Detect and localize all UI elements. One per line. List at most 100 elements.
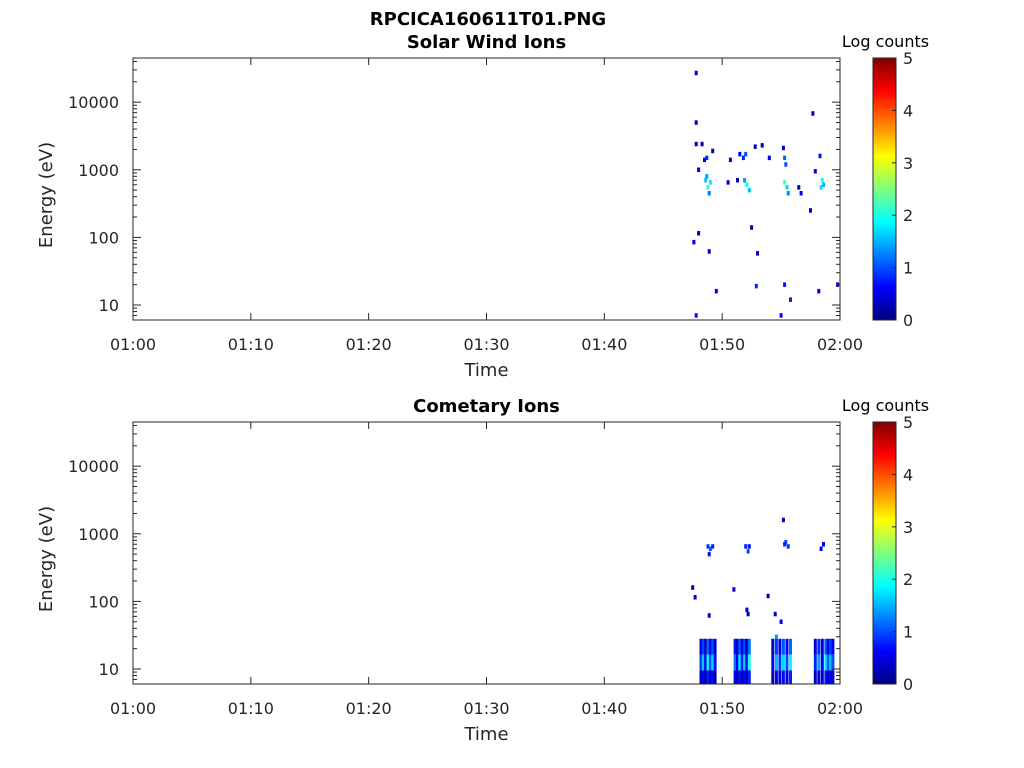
data-cell bbox=[738, 638, 742, 655]
data-cell bbox=[819, 185, 823, 190]
data-cell bbox=[745, 638, 749, 655]
data-cell bbox=[778, 670, 782, 684]
data-cell bbox=[736, 654, 739, 671]
data-cell bbox=[817, 654, 821, 671]
data-cell bbox=[820, 638, 824, 655]
y-tick-label: 10000 bbox=[68, 457, 119, 476]
data-cell bbox=[733, 638, 737, 655]
data-cell bbox=[707, 551, 711, 557]
data-cell bbox=[746, 611, 750, 617]
data-cell bbox=[692, 239, 696, 245]
data-cell bbox=[740, 654, 744, 671]
data-cell bbox=[786, 544, 790, 549]
colorbar-label: Log counts bbox=[842, 32, 929, 51]
y-tick-label: 1000 bbox=[78, 161, 119, 180]
data-cell bbox=[774, 670, 778, 684]
data-cell bbox=[829, 670, 833, 684]
panel-title: Solar Wind Ions bbox=[407, 32, 566, 53]
data-cell bbox=[706, 185, 710, 190]
data-cell bbox=[738, 151, 742, 157]
data-cell bbox=[781, 670, 785, 684]
figure-title: RPCICA160611T01.PNG bbox=[370, 9, 606, 30]
y-axis-label: Energy (eV) bbox=[36, 506, 57, 612]
y-tick-label: 10000 bbox=[68, 93, 119, 112]
data-cell bbox=[820, 670, 824, 684]
data-cell bbox=[767, 155, 771, 161]
data-cell bbox=[741, 155, 745, 161]
x-axis-label: Time bbox=[463, 724, 508, 745]
data-cell bbox=[789, 670, 792, 684]
data-cell bbox=[771, 670, 775, 684]
colorbar-tick-label: 0 bbox=[903, 311, 913, 330]
data-cell bbox=[699, 654, 703, 671]
data-cell bbox=[829, 638, 833, 655]
data-cell bbox=[713, 654, 717, 671]
data-cell bbox=[694, 313, 698, 318]
data-cell bbox=[708, 546, 712, 551]
data-cell bbox=[771, 654, 775, 671]
x-tick-label: 01:50 bbox=[699, 699, 745, 718]
colorbar-tick-label: 5 bbox=[903, 413, 913, 432]
data-cell bbox=[826, 654, 830, 671]
x-axis-label: Time bbox=[463, 360, 508, 381]
data-cell bbox=[708, 638, 712, 655]
y-tick-label: 100 bbox=[88, 592, 119, 611]
data-cell bbox=[824, 670, 828, 684]
y-tick-label: 10 bbox=[99, 296, 119, 315]
data-cell bbox=[708, 654, 712, 671]
data-cell bbox=[789, 654, 792, 671]
data-cell bbox=[736, 178, 739, 183]
data-cell bbox=[774, 654, 778, 671]
colorbar bbox=[872, 57, 897, 321]
data-cell bbox=[813, 654, 817, 671]
data-cell bbox=[703, 157, 706, 163]
data-cell bbox=[797, 185, 801, 190]
data-cell bbox=[743, 178, 747, 183]
data-cell bbox=[704, 654, 708, 671]
data-cell bbox=[785, 654, 789, 671]
data-cell bbox=[824, 654, 828, 671]
data-cell bbox=[745, 654, 749, 671]
data-cell bbox=[704, 638, 708, 655]
data-cell bbox=[820, 178, 824, 183]
y-tick-label: 1000 bbox=[78, 525, 119, 544]
data-cell bbox=[706, 544, 710, 549]
x-tick-label: 01:00 bbox=[110, 699, 156, 718]
data-cell bbox=[708, 180, 712, 185]
data-cell bbox=[691, 585, 695, 590]
data-cell bbox=[747, 187, 751, 193]
data-cell bbox=[774, 638, 778, 655]
data-cell bbox=[818, 153, 822, 159]
x-tick-label: 01:40 bbox=[581, 699, 627, 718]
colorbar-tick-label: 2 bbox=[903, 570, 913, 589]
y-axis-label: Energy (eV) bbox=[36, 142, 57, 248]
data-cell bbox=[785, 638, 789, 655]
data-cell bbox=[822, 182, 825, 187]
x-tick-label: 01:20 bbox=[346, 699, 392, 718]
data-cell bbox=[781, 145, 785, 151]
data-cell bbox=[826, 670, 830, 684]
x-tick-label: 01:30 bbox=[463, 699, 509, 718]
data-cell bbox=[699, 670, 703, 684]
x-tick-label: 01:30 bbox=[463, 335, 509, 354]
data-cell bbox=[743, 638, 747, 655]
colorbar-tick-label: 2 bbox=[903, 206, 913, 225]
colorbar-tick-label: 1 bbox=[903, 259, 913, 278]
data-cell bbox=[826, 638, 830, 655]
data-cell bbox=[694, 120, 698, 125]
colorbar-label: Log counts bbox=[842, 396, 929, 415]
data-cell bbox=[744, 544, 748, 549]
data-cell bbox=[813, 638, 817, 655]
data-cell bbox=[736, 670, 739, 684]
data-cell bbox=[711, 654, 715, 671]
data-cell bbox=[743, 670, 747, 684]
colorbar-tick-label: 4 bbox=[903, 101, 913, 120]
x-tick-label: 01:00 bbox=[110, 335, 156, 354]
colorbar-tick-label: 0 bbox=[903, 675, 913, 694]
data-cell bbox=[778, 638, 782, 655]
data-cell bbox=[704, 178, 708, 183]
data-cell bbox=[781, 638, 785, 655]
data-cell bbox=[813, 169, 817, 174]
data-cell bbox=[728, 157, 732, 163]
